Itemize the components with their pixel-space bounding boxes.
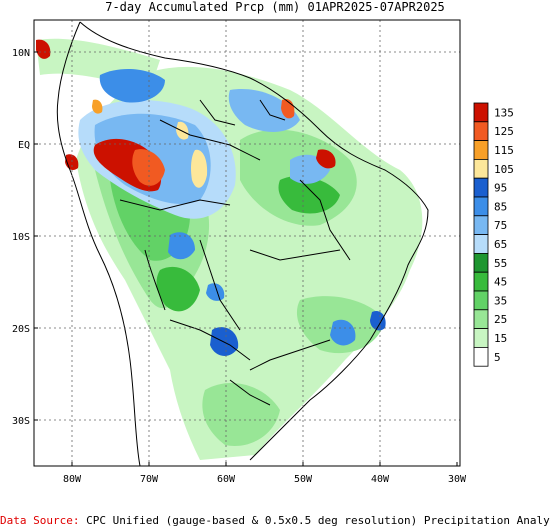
- legend-swatch-135: [473, 102, 489, 123]
- lat-label-20s: 20S: [12, 324, 30, 335]
- south-america-coastline: [56, 21, 429, 466]
- border-line-j: [259, 99, 286, 121]
- legend-label-85: 85: [494, 200, 507, 213]
- legend-swatch-15: [473, 328, 489, 348]
- legend-swatch-105: [473, 158, 489, 179]
- lon-label-30w: 30W: [448, 474, 467, 485]
- precip-blue-center-2: [206, 283, 225, 301]
- precip-yellow-amazon: [191, 149, 208, 188]
- border-line-f: [229, 379, 271, 406]
- lat-label-eq: EQ: [18, 140, 30, 151]
- precip-red-colombia: [36, 39, 51, 59]
- legend-label-75: 75: [494, 219, 507, 232]
- country-boundaries: [56, 21, 429, 466]
- legend-swatch-45: [473, 271, 489, 292]
- legend-label-105: 105: [494, 163, 514, 176]
- border-line-b: [119, 199, 231, 211]
- legend-label-15: 15: [494, 332, 507, 345]
- precip-orange-amazon: [132, 149, 165, 186]
- legend-swatch-125: [473, 121, 489, 142]
- legend-label-45: 45: [494, 276, 507, 289]
- precip-red-amapa: [316, 149, 336, 169]
- data-source-text: CPC Unified (gauge-based & 0.5x0.5 deg r…: [86, 514, 550, 527]
- legend-swatch-5: [473, 346, 489, 367]
- precip-green-center: [156, 266, 200, 312]
- legend-label-115: 115: [494, 144, 514, 157]
- longitude-labels: 80W 70W 60W 50W 40W 30W: [63, 474, 467, 485]
- precip-blue-north: [99, 68, 165, 103]
- legend-swatch-35: [473, 290, 489, 311]
- legend-label-135: 135: [494, 106, 514, 119]
- precip-blue-southeast: [330, 319, 356, 346]
- data-source-label: Data Source:: [0, 514, 80, 527]
- precip-blue-center: [168, 232, 195, 260]
- lon-label-70w: 70W: [140, 474, 159, 485]
- axis-ticks: [34, 51, 458, 466]
- border-line-d: [169, 319, 251, 361]
- legend-swatch-115: [473, 140, 489, 160]
- border-line-g: [249, 249, 341, 261]
- legend-label-5: 5: [494, 351, 501, 364]
- graticule: [34, 20, 460, 466]
- lat-label-30s: 30S: [12, 416, 30, 427]
- border-line-c: [199, 239, 241, 331]
- legend-label-95: 95: [494, 182, 507, 195]
- legend-label-125: 125: [494, 125, 514, 138]
- legend-label-65: 65: [494, 238, 507, 251]
- data-source-line: Data Source: CPC Unified (gauge-based & …: [0, 514, 550, 528]
- border-line-i: [199, 99, 236, 126]
- legend-swatch-85: [473, 196, 489, 217]
- legend-swatch-95: [473, 177, 489, 198]
- precip-fill-layer: [36, 38, 423, 460]
- border-line-h: [299, 179, 351, 261]
- precip-blue-coast-se: [370, 310, 386, 331]
- map-title: 7-day Accumulated Prcp (mm) 01APR2025-07…: [105, 0, 445, 14]
- border-line-e: [249, 339, 331, 371]
- lon-label-60w: 60W: [217, 474, 236, 485]
- precip-mid-green-south: [202, 382, 280, 446]
- border-line-a: [159, 119, 261, 161]
- precip-blue-northeast: [228, 89, 300, 132]
- legend-swatch-65: [473, 234, 489, 254]
- precip-orange-north-tip: [92, 99, 103, 114]
- lon-label-50w: 50W: [294, 474, 313, 485]
- lon-label-40w: 40W: [371, 474, 390, 485]
- legend-label-35: 35: [494, 294, 507, 307]
- pacific-coast: [144, 249, 166, 311]
- lat-label-10s: 10S: [12, 232, 30, 243]
- legend-swatch-75: [473, 215, 489, 236]
- precip-legend: 135 125 115 105 95 85 75 65 55 45 35 25 15 5: [473, 102, 514, 367]
- lat-label-10n: 10N: [12, 48, 30, 59]
- precip-green-coast: [278, 175, 340, 214]
- lon-label-80w: 80W: [63, 474, 82, 485]
- legend-swatch-25: [473, 309, 489, 329]
- legend-swatch-55: [473, 252, 489, 273]
- map-border: [33, 19, 461, 467]
- latitude-labels: 10N EQ 10S 20S 30S: [12, 48, 30, 427]
- legend-label-25: 25: [494, 313, 507, 326]
- legend-label-55: 55: [494, 257, 507, 270]
